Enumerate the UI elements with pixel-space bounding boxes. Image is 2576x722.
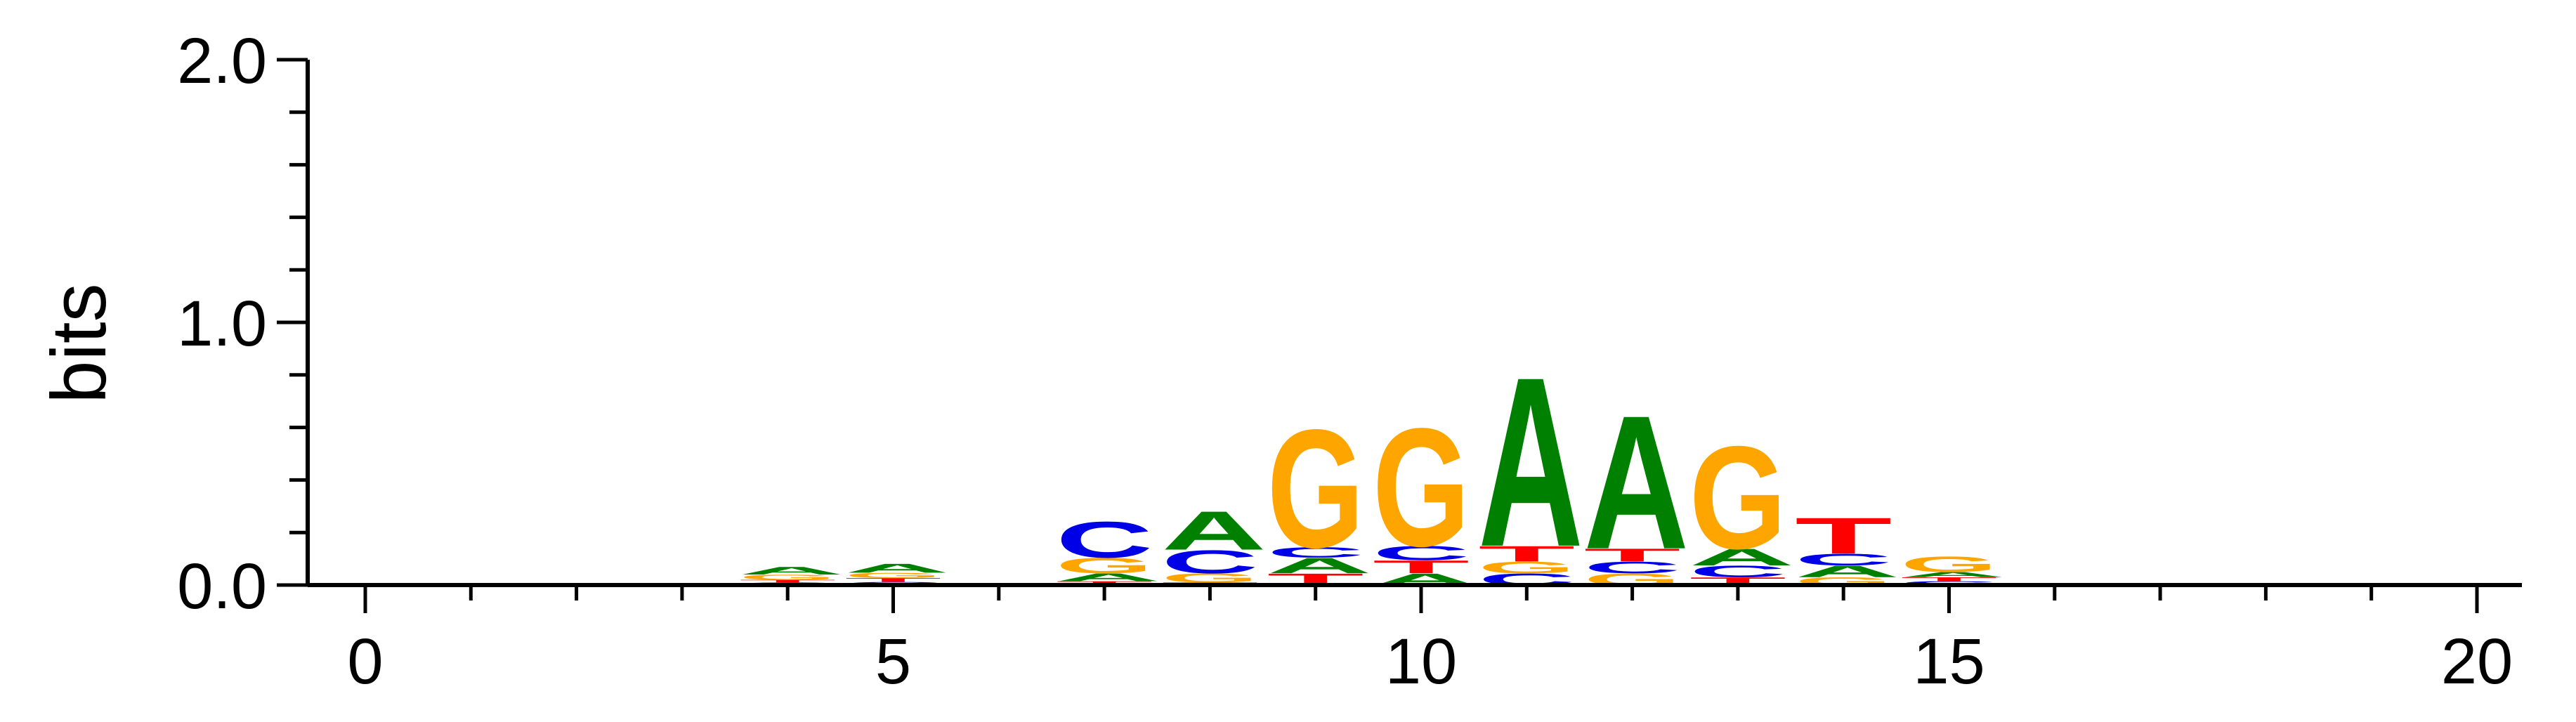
logo-letter-G: G xyxy=(1900,552,1997,577)
logo-letter-C: C xyxy=(1795,551,1892,569)
x-tick-label: 15 xyxy=(1913,626,1985,697)
logo-letter-T: T xyxy=(844,577,941,583)
logo-letter-A: A xyxy=(1267,553,1373,578)
logo-letter-C: C xyxy=(1373,542,1470,565)
logo-letter-T: T xyxy=(1373,557,1470,577)
logo-letter-C: C xyxy=(1689,562,1786,580)
logo-letter-A: A xyxy=(739,565,844,577)
logo-letter-C: C xyxy=(1583,558,1680,577)
logo-letter-T: T xyxy=(1900,576,1997,582)
logo-letter-T: T xyxy=(1583,545,1680,565)
logo-letter-T: T xyxy=(1795,507,1892,565)
x-tick-label: 5 xyxy=(875,626,911,697)
logo-letter-A: A xyxy=(1900,570,2006,579)
logo-letter-A: A xyxy=(1161,500,1267,561)
logo-letter-G: G xyxy=(1267,395,1364,583)
logo-letter-A: A xyxy=(844,561,950,575)
logo-letter-G: G xyxy=(844,571,941,579)
logo-letter-A: A xyxy=(1478,327,1583,597)
y-tick-label: 0.0 xyxy=(177,551,267,622)
logo-letter-C: C xyxy=(1161,544,1258,581)
logo-letter-A: A xyxy=(1795,563,1900,581)
logo-letter-G: G xyxy=(1373,393,1470,582)
y-axis-label: bits xyxy=(36,283,122,403)
x-axis-ticks: 0 5 10 15 20 xyxy=(347,585,2513,697)
logo-letter-A: A xyxy=(1689,544,1795,571)
logo-letter-A: A xyxy=(1056,571,1161,583)
logo-letter-G: G xyxy=(1478,558,1575,577)
y-tick-label: 2.0 xyxy=(177,25,267,97)
x-tick-label: 0 xyxy=(347,626,383,697)
logo-letter-T: T xyxy=(1478,542,1575,566)
logo-letter-G: G xyxy=(1161,571,1258,585)
logo-letter-C: C xyxy=(1267,544,1364,560)
logo-letter-T: T xyxy=(739,579,836,584)
logo-letter-G: G xyxy=(1689,416,1786,580)
logo-letter-G: G xyxy=(739,573,836,582)
x-tick-label: 20 xyxy=(2441,626,2513,697)
logo-letter-G: G xyxy=(1056,553,1153,578)
y-tick-label: 1.0 xyxy=(177,288,267,360)
y-axis-ticks: 0.0 1.0 2.0 xyxy=(177,25,308,622)
letter-stacks: CTGACTGATAGCTGCATACGATCGCGTAGCTATCAGGACT… xyxy=(739,327,2006,597)
logo-letter-C: C xyxy=(1056,511,1153,569)
x-tick-label: 10 xyxy=(1385,626,1457,697)
logo-letter-A: A xyxy=(1583,376,1689,590)
